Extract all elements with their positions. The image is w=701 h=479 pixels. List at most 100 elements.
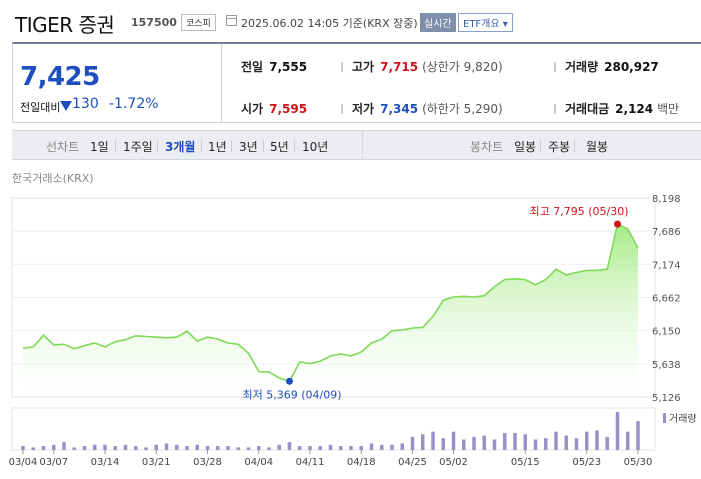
x-tick-label: 04/04 (244, 457, 273, 468)
volume-bar (595, 430, 599, 450)
prev-close: 전일 7,555 (241, 60, 308, 74)
volume-bar (605, 436, 609, 450)
x-tick-label: 03/04 (9, 457, 38, 468)
x-tick-label: 04/11 (296, 457, 325, 468)
volume-bar (195, 444, 199, 450)
volume-bar (533, 439, 538, 450)
high-price: 고가 7,715 (상한가 9,820) (341, 58, 503, 75)
period-5y[interactable]: 5년 (270, 140, 289, 154)
candle-daily[interactable]: 일봉 (514, 140, 537, 154)
volume-bar (615, 412, 620, 450)
volume-bar (503, 432, 507, 450)
calendar-icon (226, 15, 237, 26)
volume-bar (226, 446, 230, 450)
volume-legend-swatch (663, 413, 666, 423)
volume-bar (328, 444, 333, 450)
volume-bar (585, 431, 589, 450)
volume-bar (123, 444, 128, 450)
volume-bar (472, 436, 476, 450)
price-line (22, 222, 639, 383)
realtime-badge[interactable]: 실시간 (420, 13, 456, 32)
volume-bar (523, 434, 527, 450)
period-1y[interactable]: 1년 (208, 140, 227, 154)
line-chart-label: 선차트 (46, 140, 80, 154)
volume-bar (339, 446, 343, 450)
y-tick-label: 6,662 (652, 294, 681, 305)
y-tick-label: 8,198 (652, 194, 681, 205)
volume-bar (492, 439, 497, 450)
period-1d[interactable]: 1일 (90, 140, 109, 154)
volume-bar (164, 443, 169, 450)
period-10y[interactable]: 10년 (302, 140, 329, 154)
x-tick-label: 05/02 (439, 457, 468, 468)
price-area (23, 224, 638, 397)
volume-bar (267, 447, 271, 450)
candle-chart-label: 봉차트 (470, 140, 504, 154)
change-percent: -1.72% (109, 96, 159, 112)
volume-bar (513, 432, 517, 450)
volume-bar (574, 438, 579, 450)
volume-bar (421, 434, 425, 450)
stock-code: 157500 (131, 16, 177, 29)
open-price: 시가 7,595 (241, 102, 308, 116)
data-source: 한국거래소(KRX) (12, 172, 94, 185)
volume-bar (390, 444, 394, 450)
volume-bar (369, 443, 374, 450)
volume-bar (72, 447, 76, 450)
x-tick-label: 05/23 (572, 457, 601, 468)
x-tick-label: 03/28 (193, 457, 222, 468)
volume-bar (113, 446, 117, 450)
y-tick-label: 7,686 (652, 227, 681, 238)
etf-overview-dropdown[interactable]: ETF개요 ▾ (458, 13, 513, 32)
period-bar: 선차트 1일 1주일 3개월 1년 3년 5년 10년 봉차트 일봉 주봉 월봉 (12, 130, 701, 160)
volume-bar (62, 442, 66, 450)
volume-bar (236, 447, 240, 450)
volume-bar (175, 444, 179, 450)
x-tick-label: 05/15 (511, 457, 540, 468)
x-tick-label: 04/25 (398, 457, 427, 468)
header: TIGER 증권 157500 코스피 2025.06.02 14:05 기준(… (0, 0, 701, 42)
change-label: 전일대비 (20, 101, 61, 114)
volume-bar (287, 442, 292, 450)
down-arrow-icon (60, 101, 72, 111)
volume-bar (554, 431, 558, 450)
y-tick-label: 5,126 (652, 393, 681, 404)
volume: 거래량 280,927 (554, 58, 659, 75)
volume-bar (257, 446, 261, 450)
volume-bar (185, 446, 189, 450)
x-tick-label: 05/30 (624, 457, 653, 468)
candle-monthly[interactable]: 월봉 (586, 140, 609, 154)
volume-bar (564, 435, 568, 450)
volume-bar (205, 446, 210, 450)
y-tick-label: 5,638 (652, 360, 681, 371)
period-3m[interactable]: 3개월 (165, 140, 196, 154)
volume-bar (82, 446, 87, 450)
change-value: 130 (72, 96, 99, 112)
volume-bar (410, 436, 415, 450)
period-3y[interactable]: 3년 (239, 140, 258, 154)
period-1w[interactable]: 1주일 (123, 140, 153, 154)
volume-bar (246, 447, 251, 450)
volume-bar (544, 438, 548, 450)
x-tick-label: 03/21 (142, 457, 171, 468)
candle-weekly[interactable]: 주봉 (548, 140, 571, 154)
volume-bar (216, 446, 220, 450)
low-point (286, 377, 293, 385)
volume-bar (482, 435, 486, 450)
volume-bar (462, 439, 466, 450)
volume-bar (298, 446, 302, 450)
high-point (614, 220, 621, 228)
volume-bar (349, 446, 353, 450)
high-annotation: 최고 7,795 (05/30) (530, 205, 629, 218)
quote-datetime: 2025.06.02 14:05 기준(KRX 장중) (241, 17, 418, 30)
current-price: 7,425 (20, 62, 100, 92)
volume-legend: 거래량 (669, 413, 697, 425)
trade-amount: 거래대금 2,124 백만 (554, 100, 679, 117)
volume-bar (441, 438, 445, 450)
volume-bar (52, 444, 56, 450)
volume-bar (308, 446, 312, 450)
volume-bar (451, 431, 456, 450)
volume-frame (11, 407, 656, 451)
volume-bar (380, 444, 384, 450)
